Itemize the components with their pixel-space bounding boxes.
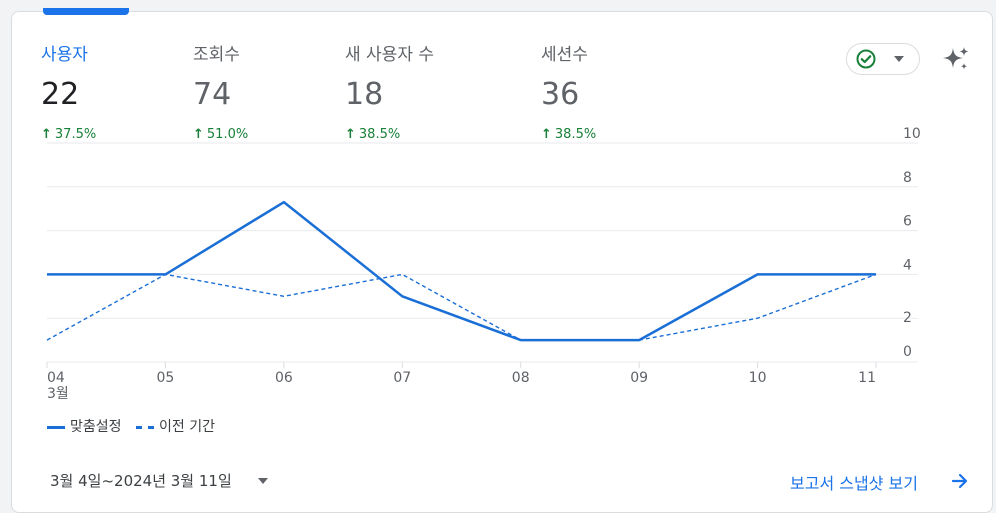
x-tick-label: 10: [749, 370, 767, 386]
metric-change: ↑ 38.5%: [345, 127, 434, 142]
metric-label: 새 사용자 수: [345, 45, 435, 65]
arrow-up-icon: ↑: [345, 127, 356, 142]
metric-change: ↑ 38.5%: [541, 127, 596, 142]
x-tick-label: 11: [858, 370, 876, 386]
metric-change-value: 38.5%: [554, 127, 597, 142]
active-tab-indicator: [43, 8, 129, 15]
chevron-down-icon: [894, 56, 904, 62]
metric-change-value: 37.5%: [54, 127, 97, 142]
metric-change-value: 51.0%: [206, 127, 249, 142]
y-tick-label: 6: [903, 214, 912, 230]
metric-tab-users[interactable]: 사용자 22 ↑ 37.5%: [41, 40, 96, 142]
date-range-selector[interactable]: 3월 4일~2024년 3월 11일: [50, 472, 232, 490]
metric-value: 18: [345, 77, 384, 112]
chevron-down-icon[interactable]: [258, 478, 268, 484]
series-line-previous: [46, 273, 877, 341]
arrow-up-icon: ↑: [541, 127, 552, 142]
sparkle-icon[interactable]: [941, 44, 971, 74]
arrow-up-icon: ↑: [193, 127, 204, 142]
arrow-up-icon: ↑: [41, 127, 52, 142]
x-tick-label: 06: [275, 370, 293, 386]
view-report-snapshot-link[interactable]: 보고서 스냅샷 보기: [790, 474, 918, 493]
data-status-dropdown[interactable]: [846, 43, 920, 75]
check-circle-icon: [856, 49, 876, 69]
metric-label: 사용자: [41, 45, 88, 65]
metric-change-value: 38.5%: [358, 127, 401, 142]
overview-card: [11, 11, 993, 513]
legend-item-custom: 맞춤설정: [47, 416, 122, 436]
legend-swatch-dashed: [136, 425, 154, 429]
legend-label: 이전 기간: [159, 419, 215, 435]
metric-change: ↑ 37.5%: [41, 127, 96, 142]
y-tick-label: 2: [903, 310, 912, 326]
x-tick-label: 05: [157, 370, 175, 386]
y-tick-label: 4: [903, 257, 912, 273]
metric-value: 22: [41, 77, 80, 112]
y-tick-label: 10: [903, 126, 921, 142]
x-tick-label: 04: [47, 370, 65, 386]
metric-tab-new-users[interactable]: 새 사용자 수 18 ↑ 38.5%: [345, 40, 434, 142]
metric-tab-sessions[interactable]: 세션수 36 ↑ 38.5%: [541, 40, 596, 142]
line-chart: 0 2 4 6 8 10 04 05 06 07 08 09 10 11 3월: [46, 126, 921, 402]
arrow-right-icon[interactable]: [950, 471, 970, 491]
y-tick-label: 0: [903, 344, 912, 360]
y-tick-label: 8: [903, 170, 912, 186]
metric-value: 74: [193, 77, 232, 112]
metric-value: 36: [541, 77, 580, 112]
legend-item-previous: 이전 기간: [136, 416, 215, 436]
metric-label: 조회수: [193, 45, 240, 65]
legend-swatch-solid: [47, 425, 65, 429]
metric-change: ↑ 51.0%: [193, 127, 248, 142]
metric-tab-views[interactable]: 조회수 74 ↑ 51.0%: [193, 40, 248, 142]
x-tick-label: 07: [393, 370, 411, 386]
x-tick-label: 09: [630, 370, 648, 386]
x-axis-month-label: 3월: [47, 386, 69, 402]
metric-label: 세션수: [541, 45, 588, 65]
legend-label: 맞춤설정: [70, 419, 122, 435]
series-line-custom: [47, 200, 876, 342]
x-tick-label: 08: [512, 370, 530, 386]
